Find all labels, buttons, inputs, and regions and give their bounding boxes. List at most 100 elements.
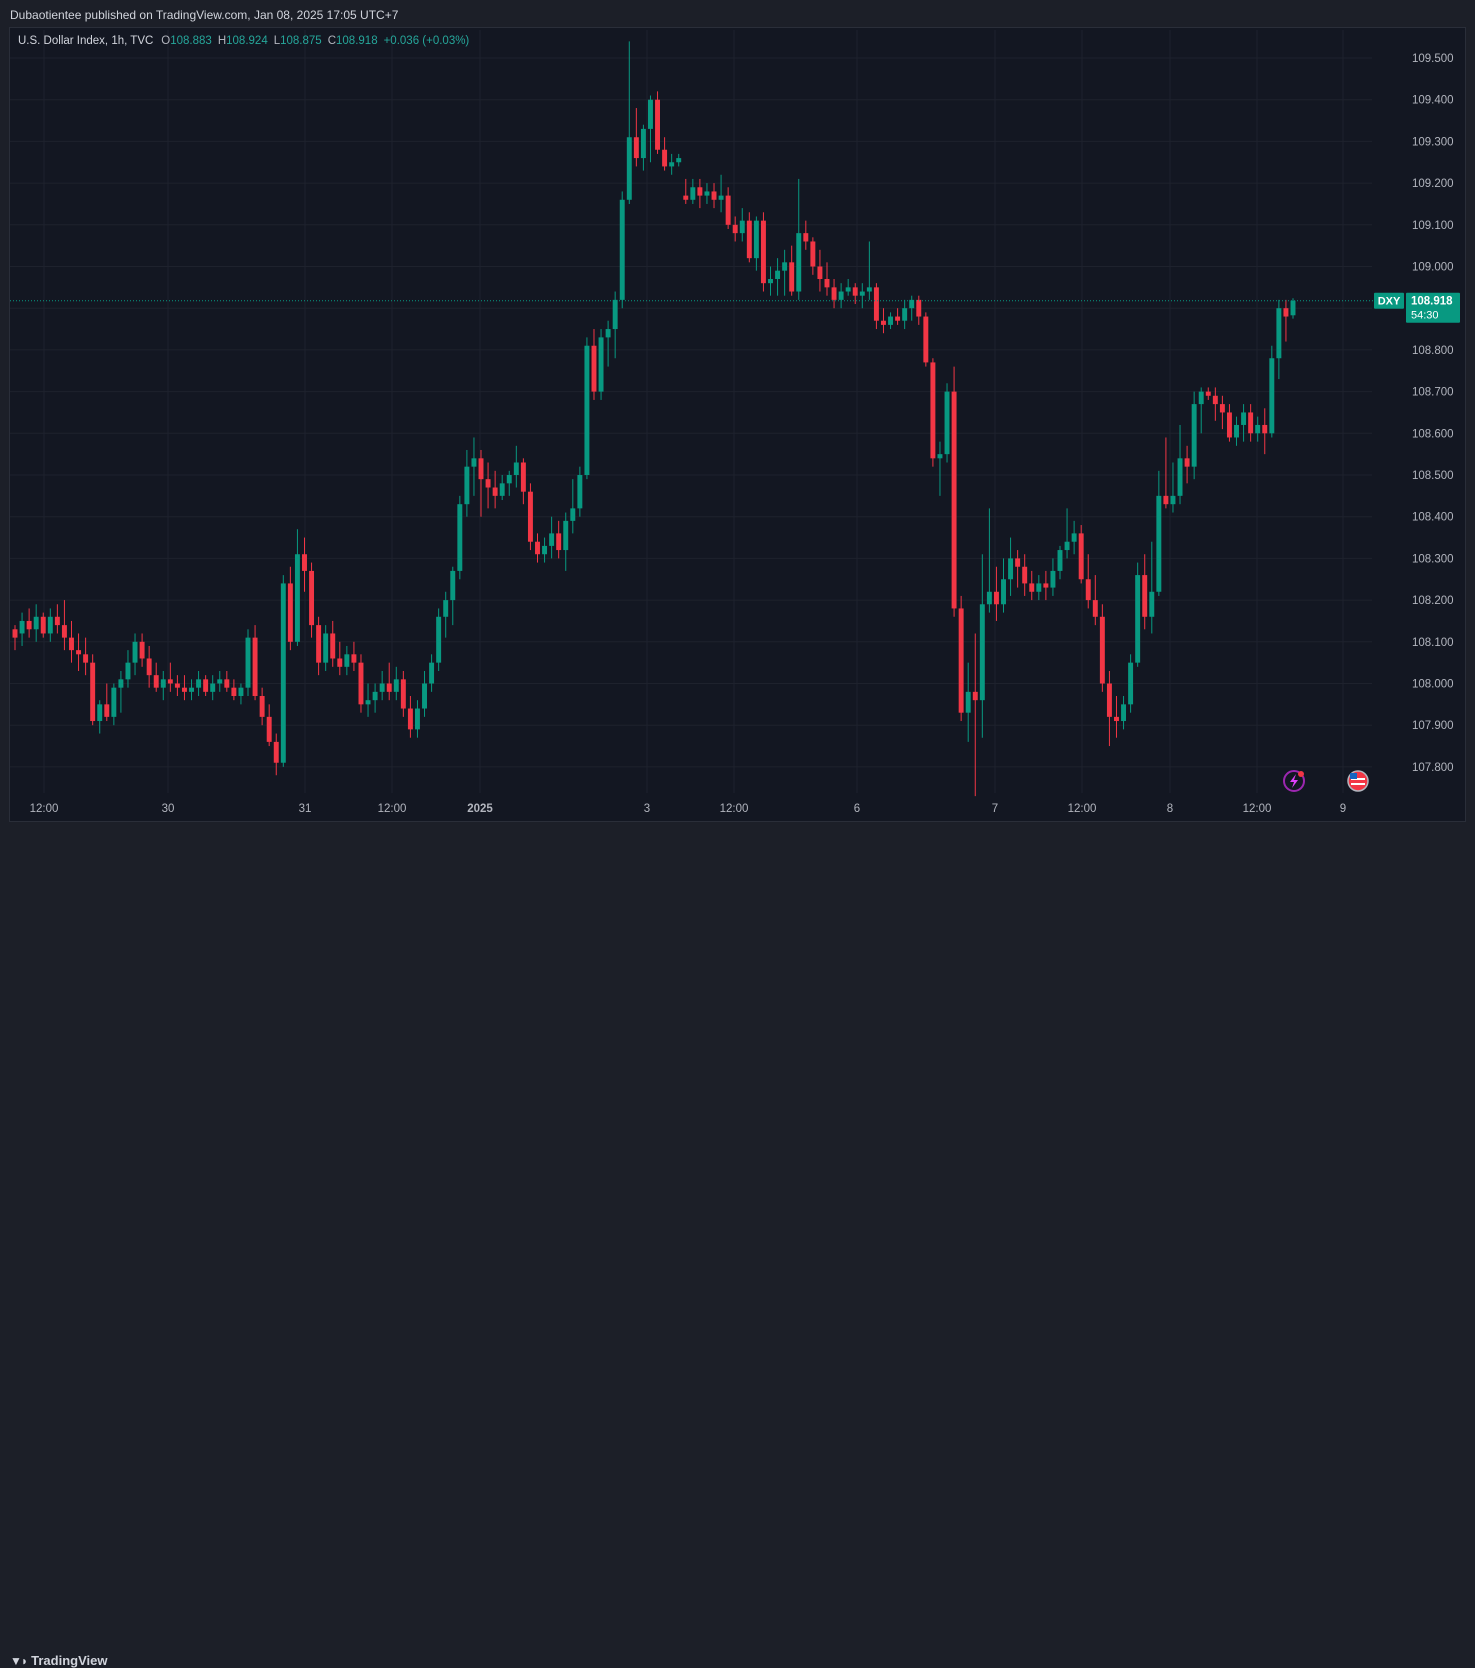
candle-body bbox=[542, 545, 548, 555]
candle-body bbox=[739, 220, 745, 234]
candle-body bbox=[549, 533, 555, 546]
candle-body bbox=[513, 462, 519, 475]
y-tick-label: 109.100 bbox=[1412, 220, 1454, 232]
candle-body bbox=[287, 583, 293, 642]
candle-body bbox=[174, 683, 180, 688]
x-tick-label: 31 bbox=[299, 803, 312, 815]
y-tick-label: 108.800 bbox=[1412, 345, 1454, 357]
y-tick-label: 107.900 bbox=[1412, 720, 1454, 732]
candle-body bbox=[1198, 391, 1204, 405]
x-tick-label: 12:00 bbox=[1068, 803, 1097, 815]
legend-close-value: 108.918 bbox=[336, 35, 378, 47]
candle-body bbox=[803, 233, 809, 242]
candle-body bbox=[61, 625, 67, 638]
candle-body bbox=[1022, 566, 1028, 584]
candle-body bbox=[464, 466, 470, 505]
tradingview-logo-icon: ⁠▼⁠◗ bbox=[10, 1653, 28, 1668]
us-flag-icon-canton bbox=[1350, 773, 1357, 779]
candle-body bbox=[1057, 550, 1063, 571]
candle-body bbox=[471, 458, 477, 467]
bottom-bar: ⁠▼⁠◗ TradingView bbox=[0, 822, 1475, 1668]
legend-open-value: 108.883 bbox=[170, 35, 212, 47]
tradingview-logo[interactable]: ⁠▼⁠◗ TradingView bbox=[10, 1653, 107, 1668]
legend-open-label: O bbox=[161, 35, 171, 47]
candle-body bbox=[478, 458, 484, 480]
candle-body bbox=[760, 220, 766, 284]
y-tick-label: 109.400 bbox=[1412, 95, 1454, 107]
candle-body bbox=[859, 291, 865, 296]
y-tick-label: 109.000 bbox=[1412, 262, 1454, 274]
candle-body bbox=[1283, 308, 1289, 317]
x-tick-label: 30 bbox=[162, 803, 175, 815]
candle-body bbox=[1092, 600, 1098, 617]
x-tick-label: 12:00 bbox=[30, 803, 59, 815]
candle-body bbox=[1043, 583, 1049, 588]
candle-body bbox=[718, 195, 724, 200]
candle-body bbox=[436, 616, 442, 663]
price-label-value: 108.918 bbox=[1411, 296, 1453, 308]
candle-body bbox=[266, 716, 272, 742]
candle-body bbox=[252, 637, 258, 697]
candle-body bbox=[344, 654, 350, 667]
candle-body bbox=[407, 708, 413, 730]
candle-body bbox=[782, 262, 788, 271]
candle-body bbox=[33, 616, 39, 630]
candle-body bbox=[1135, 575, 1141, 663]
candle-body bbox=[527, 491, 533, 542]
candle-body bbox=[993, 591, 999, 605]
candle-body bbox=[577, 475, 583, 509]
legend-symbol: U.S. Dollar Index, 1h, TVC bbox=[18, 35, 154, 47]
candle-body bbox=[640, 128, 646, 159]
candle-body bbox=[909, 299, 915, 309]
candle-body bbox=[1241, 412, 1247, 425]
candle-body bbox=[570, 508, 576, 521]
candle-body bbox=[605, 329, 611, 338]
candle-body bbox=[1078, 533, 1084, 580]
candle-body bbox=[294, 554, 300, 642]
candlestick-chart[interactable]: 109.500 109.400 109.300 109.200 109.100 109.0… bbox=[0, 0, 1475, 857]
y-tick-label: 109.300 bbox=[1412, 136, 1454, 148]
candle-body bbox=[520, 462, 526, 492]
candle-body bbox=[775, 270, 781, 280]
candle-body bbox=[1234, 424, 1239, 438]
tradingview-brand: TradingView bbox=[31, 1653, 108, 1668]
chart-legend: U.S. Dollar Index, 1h, TVC O108.883 H108.9… bbox=[18, 35, 475, 47]
candle-body bbox=[1085, 579, 1091, 601]
candle-body bbox=[54, 616, 60, 626]
legend-low-value: 108.875 bbox=[280, 35, 322, 47]
candle-body bbox=[563, 520, 569, 551]
y-tick-label: 108.700 bbox=[1412, 387, 1454, 399]
candle-body bbox=[196, 679, 202, 688]
candle-body bbox=[40, 616, 46, 634]
candle-body bbox=[323, 633, 329, 663]
candle-body bbox=[873, 287, 879, 321]
candle-body bbox=[768, 279, 773, 284]
candle-body bbox=[1290, 300, 1296, 316]
candle-body bbox=[789, 262, 795, 292]
x-tick-label: 8 bbox=[1167, 803, 1173, 815]
y-tick-label: 108.600 bbox=[1412, 428, 1454, 440]
candle-body bbox=[866, 287, 872, 292]
candle-body bbox=[160, 679, 166, 688]
candle-body bbox=[711, 191, 717, 200]
legend-high-value: 108.924 bbox=[226, 35, 268, 47]
candle-body bbox=[1276, 308, 1282, 359]
candle-body bbox=[83, 654, 89, 663]
chart-frame[interactable] bbox=[9, 27, 1466, 822]
candle-body bbox=[450, 570, 456, 601]
candle-body bbox=[619, 199, 625, 300]
candle-body bbox=[181, 687, 187, 692]
candle-body bbox=[810, 241, 816, 267]
candle-body bbox=[732, 224, 738, 234]
candle-body bbox=[633, 137, 639, 159]
candle-body bbox=[556, 533, 562, 551]
candle-body bbox=[895, 316, 901, 321]
candle-body bbox=[612, 299, 618, 330]
candle-body bbox=[986, 591, 992, 605]
x-tick-label: 9 bbox=[1340, 803, 1346, 815]
candle-body bbox=[104, 704, 110, 717]
candle-body bbox=[690, 187, 696, 200]
candle-body bbox=[647, 99, 653, 129]
candle-body bbox=[76, 650, 82, 655]
candle-body bbox=[337, 658, 343, 667]
